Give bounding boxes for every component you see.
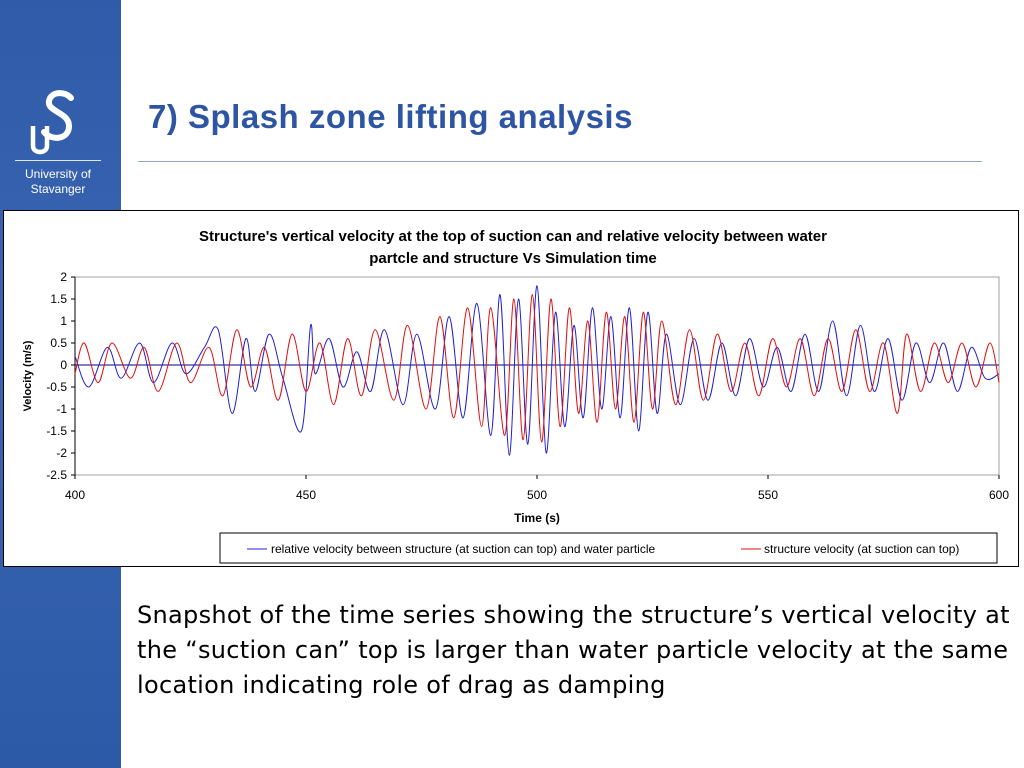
velocity-chart: Structure's vertical velocity at the top… [22, 228, 1009, 564]
series-layer [74, 285, 1000, 456]
y-tick-label: 1 [60, 314, 67, 328]
slide-body-text: Snapshot of the time series showing the … [137, 601, 1010, 699]
uis-logo-icon [30, 90, 74, 155]
x-tick-label: 400 [65, 488, 85, 502]
y-tick-label: 1.5 [50, 292, 67, 306]
y-tick-label: -2 [56, 446, 67, 460]
x-axis: 400 450 500 550 600 [65, 475, 1009, 502]
y-tick-label: -0.5 [46, 380, 67, 394]
y-tick-label: 0.5 [50, 336, 67, 350]
chart-title-line2: partcle and structure Vs Simulation time [369, 250, 657, 267]
y-axis-label: Velocity (m/s) [22, 340, 34, 411]
y-tick-label: -2.5 [46, 468, 67, 482]
y-tick-label: -1.5 [46, 424, 67, 438]
title-divider [138, 161, 982, 162]
x-tick-label: 450 [296, 488, 316, 502]
logo-divider [15, 160, 101, 161]
y-tick-label: 2 [60, 270, 67, 284]
chart-container: Structure's vertical velocity at the top… [3, 210, 1019, 567]
x-tick-label: 550 [758, 488, 778, 502]
legend-label-relative: relative velocity between structure (at … [271, 542, 656, 556]
slide-title: 7) Splash zone lifting analysis [148, 98, 633, 135]
x-axis-label: Time (s) [514, 511, 560, 525]
legend-label-structure: structure velocity (at suction can top) [764, 542, 959, 556]
y-tick-label: -1 [56, 402, 67, 416]
y-axis: 2 1.5 1 0.5 0 -0.5 -1 -1.5 -2 -2.5 [46, 270, 76, 482]
series-line-structure-velocity [74, 294, 1000, 443]
chart-title-line1: Structure's vertical velocity at the top… [199, 228, 827, 245]
legend-box [219, 532, 998, 564]
logo-text-line1: University of [24, 167, 92, 181]
y-tick-label: 0 [60, 358, 67, 372]
x-tick-label: 600 [989, 488, 1009, 502]
university-logo: University of Stavanger [14, 88, 102, 197]
logo-text-line2: Stavanger [30, 182, 86, 196]
x-tick-label: 500 [527, 488, 547, 502]
